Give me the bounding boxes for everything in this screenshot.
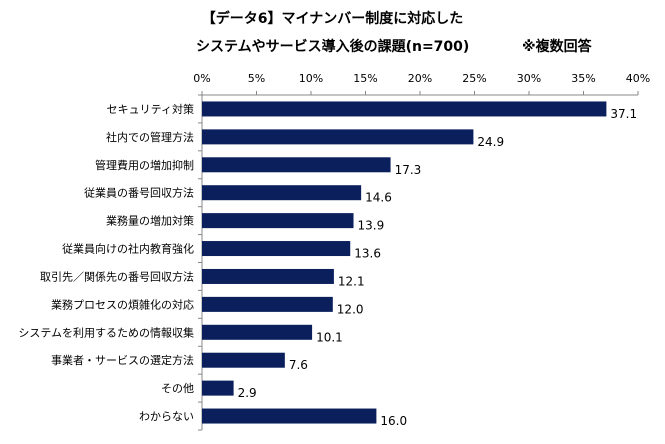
bar xyxy=(202,380,234,396)
category-label: 管理費用の増加抑制 xyxy=(95,158,194,172)
data-label: 12.1 xyxy=(338,274,365,288)
data-label: 7.6 xyxy=(289,358,308,372)
data-label: 2.9 xyxy=(238,386,257,400)
x-tick-label: 0% xyxy=(193,72,210,85)
x-tick-label: 40% xyxy=(626,72,650,85)
category-label: その他 xyxy=(161,382,194,395)
x-tick-label: 20% xyxy=(408,72,432,85)
bar xyxy=(202,101,607,117)
category-label: 業務プロセスの煩雑化の対応 xyxy=(51,297,194,311)
x-tick-label: 25% xyxy=(462,72,486,85)
chart-note: ※複数回答 xyxy=(522,39,592,55)
chart-subtitle: システムやサービス導入後の課題(n=700) xyxy=(196,39,470,55)
bar xyxy=(202,352,285,368)
bar xyxy=(202,324,313,340)
data-label: 13.9 xyxy=(358,219,385,233)
data-label: 10.1 xyxy=(316,330,343,344)
category-label: 従業員の番号回収方法 xyxy=(84,186,194,200)
x-tick-label: 15% xyxy=(353,72,377,85)
data-label: 37.1 xyxy=(610,107,637,121)
data-label: 12.0 xyxy=(337,302,364,316)
bar xyxy=(202,408,377,424)
x-tick-label: 10% xyxy=(299,72,323,85)
chart-title: 【データ6】マイナンバー制度に対応した xyxy=(201,11,464,27)
data-label: 24.9 xyxy=(477,135,504,149)
x-tick-label: 35% xyxy=(571,72,595,85)
x-tick-label: 30% xyxy=(517,72,541,85)
bar xyxy=(202,241,351,257)
bar xyxy=(202,129,474,145)
bar xyxy=(202,268,334,284)
category-label: システムを利用するための情報収集 xyxy=(18,325,194,339)
data-label: 14.6 xyxy=(365,191,392,205)
category-label: 取引先／関係先の番号回収方法 xyxy=(40,269,194,283)
category-label: セキュリティ対策 xyxy=(107,102,194,116)
data-label: 13.6 xyxy=(354,247,381,261)
bar xyxy=(202,296,333,312)
bar xyxy=(202,213,354,229)
category-label: 事業者・サービスの選定方法 xyxy=(51,353,194,367)
category-label: 社内での管理方法 xyxy=(106,130,194,144)
data-label: 17.3 xyxy=(395,163,422,177)
bar xyxy=(202,157,391,173)
bar xyxy=(202,185,362,201)
x-tick-label: 5% xyxy=(248,72,265,85)
category-label: 従業員向けの社内教育強化 xyxy=(62,242,194,256)
category-label: わからない xyxy=(139,410,194,423)
data-label: 16.0 xyxy=(380,414,407,428)
category-label: 業務量の増加対策 xyxy=(106,214,194,228)
